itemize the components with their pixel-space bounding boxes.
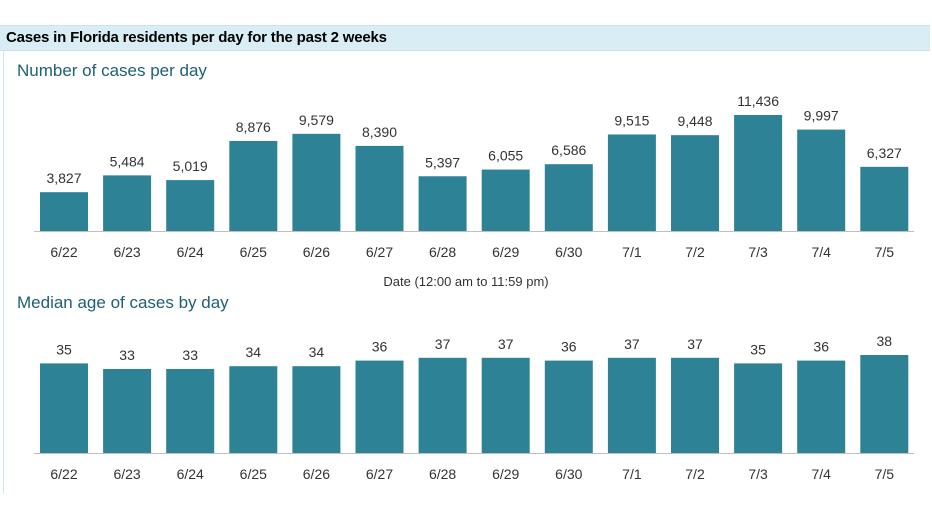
- age-value-label: 36: [372, 339, 388, 355]
- age-bar: [418, 357, 467, 453]
- page-title: Cases in Florida residents per day for t…: [6, 29, 387, 46]
- age-bar: [355, 360, 404, 453]
- cases-bar: [166, 180, 215, 231]
- left-divider: [3, 50, 4, 494]
- cases-tick-label: 6/26: [303, 244, 330, 260]
- age-tick-label: 6/28: [429, 466, 456, 482]
- age-value-label: 37: [624, 336, 640, 352]
- cases-value-label: 9,997: [804, 108, 839, 124]
- cases-bar: [355, 145, 404, 231]
- cases-tick-label: 6/30: [555, 244, 582, 260]
- cases-bar: [671, 135, 719, 231]
- cases-tick-label: 6/25: [240, 244, 267, 260]
- cases-value-label: 5,484: [110, 153, 145, 169]
- age-tick-label: 6/23: [113, 466, 140, 482]
- cases-bar: [229, 140, 278, 231]
- age-tick-label: 7/2: [685, 466, 705, 482]
- cases-value-label: 6,055: [488, 148, 523, 164]
- age-tick-label: 6/29: [492, 466, 519, 482]
- age-tick-label: 7/5: [875, 466, 895, 482]
- age-tick-label: 7/3: [748, 466, 768, 482]
- age-bar: [103, 369, 152, 453]
- age-value-label: 37: [435, 336, 451, 352]
- age-value-label: 33: [182, 347, 198, 363]
- cases-bar: [481, 169, 530, 231]
- cases-bar: [607, 134, 656, 231]
- age-bar: [860, 355, 909, 453]
- cases-bar: [797, 129, 846, 231]
- age-value-label: 36: [561, 339, 577, 355]
- cases-value-label: 9,579: [299, 112, 334, 128]
- cases-tick-label: 7/2: [685, 244, 705, 260]
- cases-tick-label: 6/27: [366, 244, 393, 260]
- age-bar: [797, 360, 846, 453]
- age-value-label: 34: [309, 344, 325, 360]
- cases-bar: [418, 176, 467, 231]
- cases-value-label: 5,019: [173, 158, 208, 174]
- age-tick-label: 7/1: [622, 466, 642, 482]
- age-bar: [607, 357, 656, 453]
- cases-x-axis-label: Date (12:00 am to 11:59 pm): [383, 274, 548, 289]
- age-value-label: 35: [750, 341, 766, 357]
- age-bar: [481, 357, 530, 453]
- age-value-label: 34: [246, 344, 262, 360]
- cases-tick-label: 7/4: [811, 244, 831, 260]
- age-value-label: 37: [498, 336, 514, 352]
- header-bar: Cases in Florida residents per day for t…: [0, 25, 930, 51]
- age-tick-label: 6/27: [366, 466, 393, 482]
- age-bar: [544, 360, 593, 453]
- cases-tick-label: 6/24: [177, 244, 204, 260]
- cases-value-label: 6,586: [551, 142, 586, 158]
- cases-bar: [40, 192, 88, 231]
- cases-tick-label: 7/3: [748, 244, 768, 260]
- cases-tick-label: 6/29: [492, 244, 519, 260]
- age-value-label: 38: [877, 333, 893, 349]
- age-tick-label: 6/26: [303, 466, 330, 482]
- median-age-chart-title: Median age of cases by day: [17, 293, 229, 312]
- age-bar: [229, 366, 278, 453]
- cases-tick-label: 6/28: [429, 244, 456, 260]
- cases-value-label: 9,515: [614, 112, 649, 128]
- age-value-label: 35: [56, 341, 72, 357]
- cases-value-label: 9,448: [677, 113, 712, 129]
- cases-tick-label: 7/5: [875, 244, 895, 260]
- age-value-label: 33: [119, 347, 135, 363]
- cases-value-label: 8,876: [236, 119, 271, 135]
- cases-chart-title: Number of cases per day: [17, 61, 207, 80]
- cases-value-label: 8,390: [362, 124, 397, 140]
- age-bar: [292, 366, 341, 453]
- cases-bar: [103, 175, 152, 231]
- age-value-label: 37: [687, 336, 703, 352]
- age-tick-label: 6/24: [177, 466, 204, 482]
- cases-bar: [860, 166, 909, 231]
- cases-bar: [734, 115, 783, 231]
- age-bar: [40, 363, 88, 453]
- cases-value-label: 11,436: [737, 93, 779, 109]
- cases-tick-label: 7/1: [622, 244, 642, 260]
- cases-tick-label: 6/23: [113, 244, 140, 260]
- age-bar: [734, 363, 783, 453]
- cases-value-label: 5,397: [425, 154, 460, 170]
- age-tick-label: 6/25: [240, 466, 267, 482]
- cases-bar: [544, 164, 593, 231]
- age-tick-label: 6/30: [555, 466, 582, 482]
- age-value-label: 36: [813, 339, 829, 355]
- cases-bar: [292, 133, 341, 231]
- cases-value-label: 6,327: [867, 145, 902, 161]
- age-bar: [166, 369, 215, 453]
- age-bar: [671, 357, 719, 453]
- age-tick-label: 6/22: [50, 466, 77, 482]
- cases-tick-label: 6/22: [50, 244, 77, 260]
- age-tick-label: 7/4: [811, 466, 831, 482]
- cases-value-label: 3,827: [46, 170, 81, 186]
